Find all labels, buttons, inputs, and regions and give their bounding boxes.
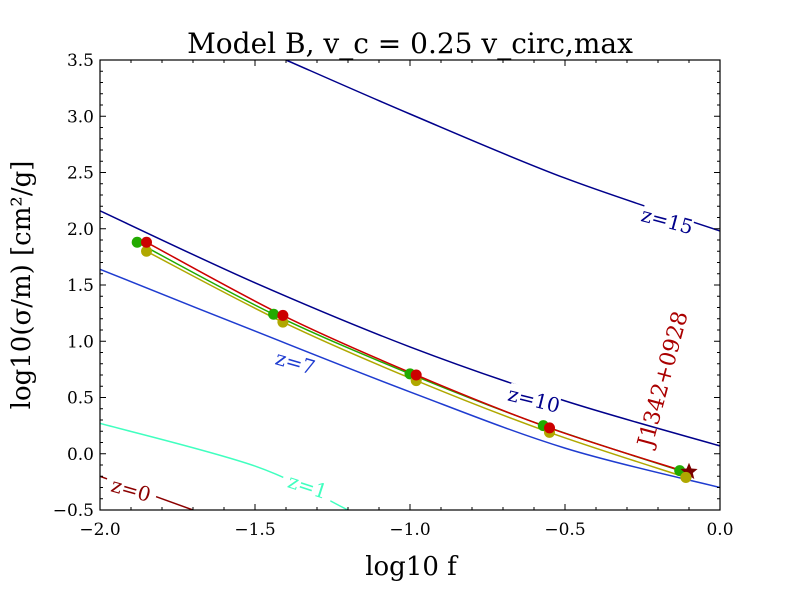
- contour-label-bg: [639, 203, 696, 239]
- x-tick-label: −1.0: [389, 520, 430, 540]
- series-point: [544, 422, 555, 434]
- y-tick-label: 0.0: [67, 445, 94, 465]
- contour-label: z=10: [506, 382, 563, 418]
- series-point: [131, 236, 143, 248]
- contour-label-bg: [506, 382, 562, 417]
- series-point: [680, 471, 692, 483]
- x-tick-label: −2.0: [79, 520, 120, 540]
- contour-label: z=15: [639, 202, 696, 239]
- series-point: [410, 369, 422, 381]
- series-point: [277, 309, 289, 321]
- y-tick-label: 2.0: [67, 220, 94, 240]
- y-tick-label: −0.5: [53, 501, 94, 521]
- series-line: [146, 241, 690, 474]
- x-tick-label: −0.5: [544, 520, 585, 540]
- contour-line: [100, 210, 720, 447]
- series-point: [141, 236, 152, 248]
- y-tick-label: 3.5: [67, 51, 94, 71]
- y-tick-label: 0.5: [67, 389, 94, 409]
- contour-label-bg: [279, 467, 336, 505]
- y-axis-label: log10(σ/m) [cm²/g]: [7, 161, 37, 410]
- series-line: [136, 241, 680, 472]
- star-marker: [680, 462, 698, 479]
- series-point: [141, 245, 152, 257]
- series-line: [146, 250, 687, 479]
- contour-label-bg: [267, 344, 324, 381]
- x-tick-label: 0.0: [706, 520, 733, 540]
- contour-label: z=1: [285, 469, 330, 504]
- y-tick-label: 1.0: [67, 332, 94, 352]
- axis-ticks: −2.0 −1.5 −1.0 −0.5 0.0 −0.5 0.0 0.5 1.0 1.5 2.0 2.…: [53, 51, 734, 540]
- series-point: [268, 308, 280, 320]
- plot-area: z=0 z=1 z=7 z=10 z=15: [100, 60, 720, 510]
- x-axis-label: log10 f: [365, 552, 459, 582]
- y-tick-label: 3.0: [67, 107, 94, 127]
- contour-label: z=0: [108, 473, 153, 507]
- plot-frame: [99, 59, 721, 511]
- contour-label-bg: [102, 472, 160, 508]
- x-tick-label: −1.5: [234, 520, 275, 540]
- y-tick-label: 2.5: [67, 164, 94, 184]
- contour-line: [100, 268, 720, 489]
- contour-label: z=7: [273, 346, 318, 380]
- chart-title: Model B, v_c = 0.25 v_circ,max: [187, 27, 633, 60]
- y-tick-label: 1.5: [67, 276, 94, 296]
